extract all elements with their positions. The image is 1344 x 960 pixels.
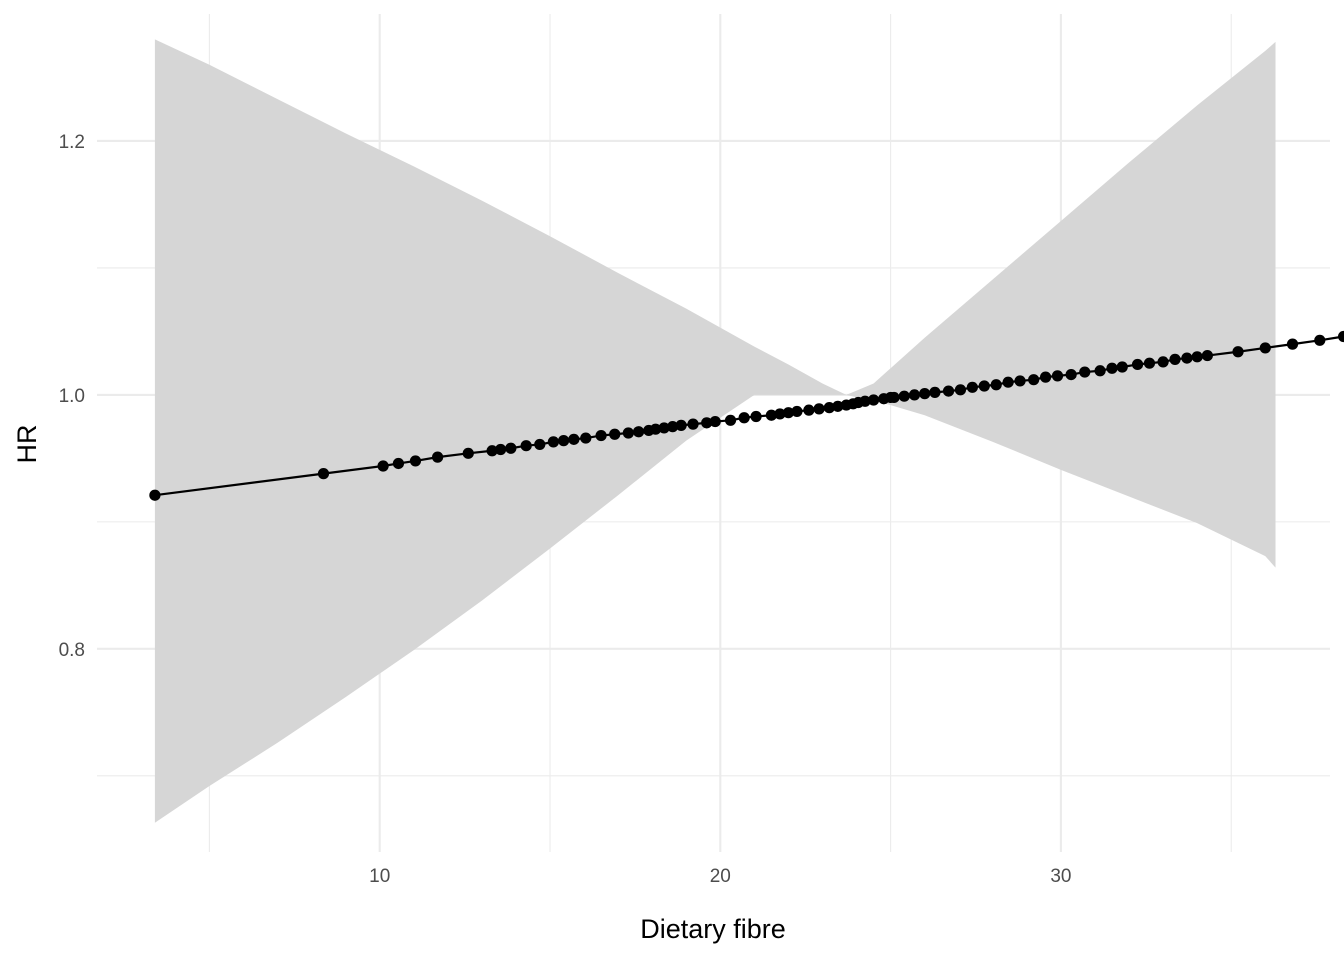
data-point (317, 468, 330, 480)
data-point (520, 440, 532, 452)
data-point (1201, 349, 1213, 362)
series-points (149, 330, 1344, 501)
data-point (495, 443, 507, 456)
y-tick-label: 1.2 (59, 132, 85, 153)
data-point (942, 385, 955, 397)
data-point (1039, 371, 1052, 383)
confidence-band (154, 39, 1276, 823)
x-tick-label: 20 (710, 866, 731, 887)
data-point (774, 408, 786, 420)
data-point (813, 403, 825, 415)
data-point (859, 395, 871, 407)
data-point (1014, 375, 1026, 387)
data-point (782, 407, 795, 419)
data-point (505, 442, 517, 454)
data-point (1338, 330, 1344, 343)
data-point (1181, 352, 1193, 364)
data-point (558, 435, 570, 447)
data-point (929, 386, 941, 398)
data-point (377, 460, 389, 472)
data-point (632, 426, 645, 438)
x-axis-title: Dietary fibre (640, 914, 786, 944)
data-point (580, 432, 592, 444)
data-point (1002, 376, 1014, 388)
data-point (462, 447, 474, 459)
data-point (1143, 357, 1156, 369)
x-axis-ticks: 10 20 30 (369, 866, 1071, 887)
data-point (803, 404, 815, 416)
data-point (750, 410, 762, 423)
data-point (1079, 366, 1091, 378)
x-tick-label: 10 (369, 866, 390, 887)
data-point (568, 433, 580, 445)
data-point (738, 412, 750, 424)
data-point (409, 455, 422, 467)
y-axis-title: HR (12, 425, 42, 464)
data-point (1157, 356, 1169, 368)
data-point (724, 414, 737, 426)
data-point (888, 391, 900, 404)
data-point (709, 415, 721, 428)
data-point (1051, 370, 1064, 382)
data-point (919, 388, 931, 400)
data-point (765, 409, 778, 421)
data-point (1094, 365, 1106, 377)
data-point (1191, 351, 1203, 363)
data-point (687, 418, 699, 430)
data-point (1232, 346, 1244, 358)
data-point (1169, 353, 1181, 365)
data-point (867, 394, 880, 406)
y-axis-ticks: 0.8 1.0 1.2 (59, 132, 85, 661)
data-point (547, 436, 560, 448)
data-point (1106, 362, 1118, 374)
data-point (908, 389, 921, 401)
data-point (823, 402, 835, 414)
data-point (432, 451, 444, 463)
data-point (486, 445, 498, 457)
data-point (1131, 358, 1144, 371)
data-point (1028, 374, 1040, 386)
confidence-band-layer (154, 39, 1276, 823)
y-tick-label: 1.0 (59, 386, 85, 407)
data-point (978, 380, 990, 392)
y-tick-label: 0.8 (59, 640, 85, 661)
data-point (650, 423, 662, 435)
data-point (622, 427, 634, 439)
data-point (609, 428, 621, 440)
data-point (658, 422, 670, 434)
data-point (990, 379, 1002, 391)
data-point (1314, 334, 1326, 346)
data-point (898, 390, 910, 402)
data-point (595, 429, 607, 442)
data-point (149, 489, 161, 501)
data-point (832, 400, 844, 412)
data-point (1259, 342, 1271, 354)
data-point (1286, 338, 1299, 350)
data-point (675, 419, 687, 431)
data-point (791, 405, 803, 418)
data-point (701, 417, 713, 429)
data-point (1116, 361, 1128, 373)
data-point (966, 381, 978, 393)
data-point (667, 421, 679, 433)
data-point (392, 457, 405, 470)
data-point (534, 438, 546, 451)
data-point (954, 384, 967, 396)
x-tick-label: 30 (1050, 866, 1071, 887)
data-point (1065, 368, 1077, 381)
